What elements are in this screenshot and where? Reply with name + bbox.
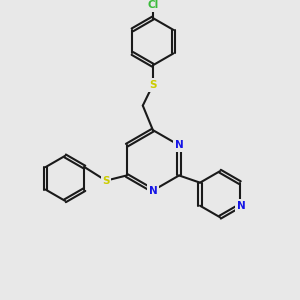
Text: S: S <box>149 80 157 90</box>
Text: N: N <box>237 201 246 211</box>
Text: Cl: Cl <box>147 0 158 11</box>
Text: S: S <box>102 176 110 186</box>
Text: N: N <box>175 140 184 150</box>
Text: N: N <box>148 186 157 196</box>
